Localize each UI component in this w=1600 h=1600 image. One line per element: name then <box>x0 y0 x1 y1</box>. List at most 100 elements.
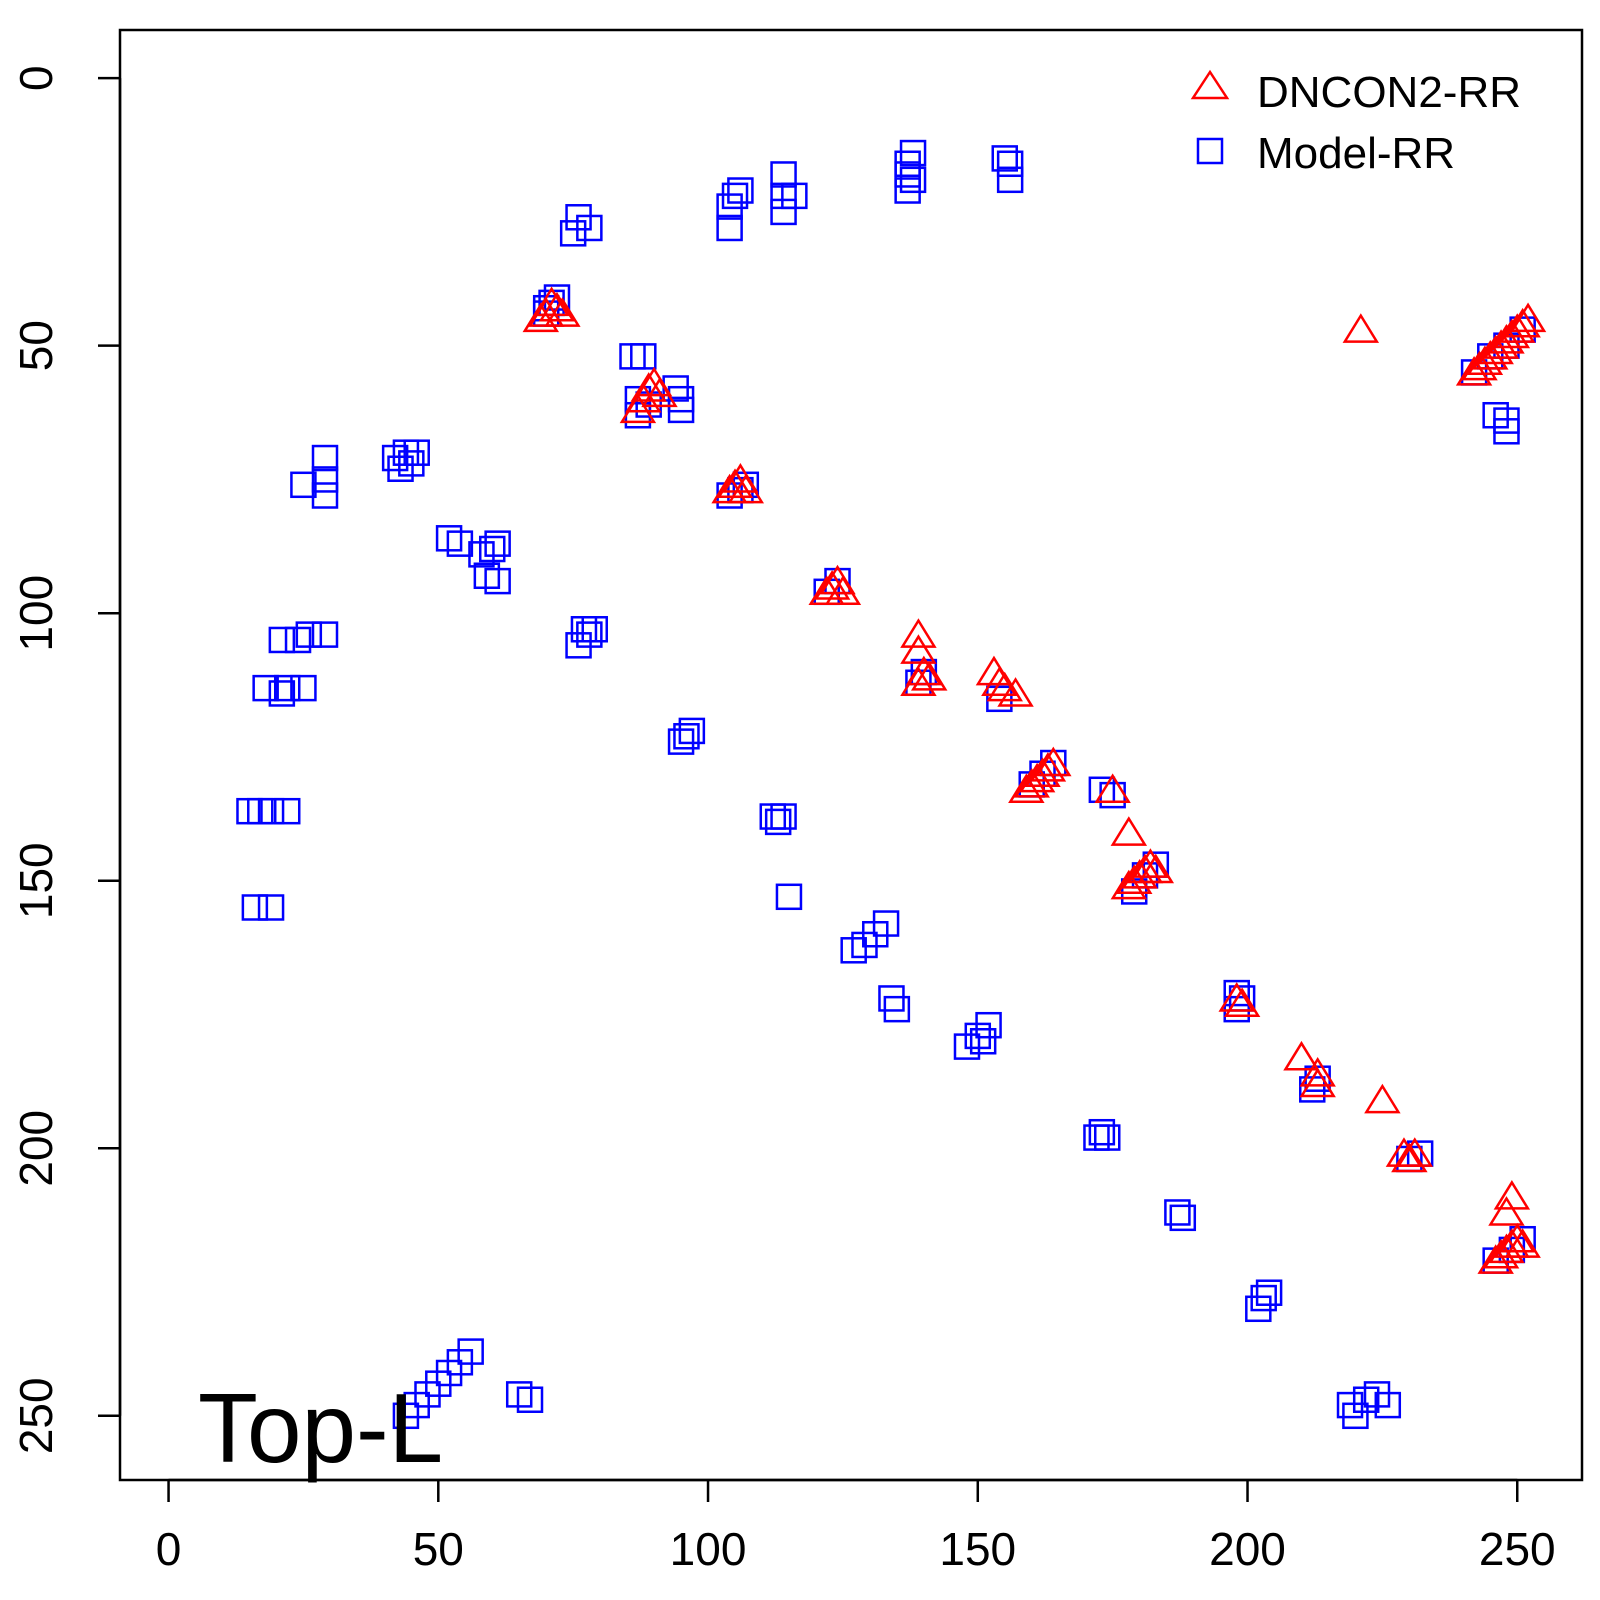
model-rr-point <box>268 680 296 707</box>
dncon2-rr-point <box>544 297 581 327</box>
dncon2-rr-point <box>1499 1222 1536 1253</box>
dncon2-rr-point <box>1477 334 1514 365</box>
model-rr-point <box>673 723 700 750</box>
model-rr-point <box>969 1028 997 1055</box>
model-rr-point <box>403 439 430 466</box>
model-rr-point <box>581 616 608 643</box>
y-tick-label: 250 <box>10 1377 62 1454</box>
model-rr-point <box>559 220 587 247</box>
dncon2-rr-point <box>1137 853 1175 884</box>
dncon2-rr-point <box>997 677 1034 707</box>
dncon2-rr-point <box>813 570 851 600</box>
model-rr-point <box>273 674 301 702</box>
model-rr-point <box>975 1011 1002 1039</box>
model-rr-point <box>311 621 339 648</box>
dncon2-rr-point <box>1504 307 1541 338</box>
model-rr-point <box>516 1386 544 1413</box>
dncon2-rr-point <box>1110 869 1148 900</box>
dncon2-rr-point <box>1493 1180 1531 1210</box>
model-rr-point <box>311 482 339 509</box>
dncon2-rr-point <box>1218 982 1255 1012</box>
model-rr-point <box>457 1338 484 1365</box>
model-rr-point <box>311 444 339 472</box>
model-rr-point <box>1223 979 1250 1007</box>
y-tick-label: 200 <box>10 1110 62 1187</box>
dncon2-rr-point <box>1493 318 1531 349</box>
x-tick-label: 250 <box>1479 1523 1556 1575</box>
model-rr-point <box>878 985 905 1012</box>
model-rr-point <box>252 674 279 702</box>
model-rr-point <box>257 894 285 921</box>
dncon2-rr-point <box>1391 1142 1428 1173</box>
dncon2-rr-point <box>1024 757 1061 787</box>
model-rr-point <box>872 910 900 937</box>
model-rr-point <box>894 177 921 204</box>
model-rr-point <box>716 214 743 242</box>
dncon2-rr-point <box>1488 1233 1525 1264</box>
y-tick-label: 100 <box>10 575 62 652</box>
model-rr-point <box>241 894 269 921</box>
model-rr-point <box>398 450 425 477</box>
dncon2-rr-point <box>1342 313 1380 343</box>
dncon2-rr-point <box>630 372 667 402</box>
model-rr-point <box>781 182 808 210</box>
model-rr-point <box>484 530 511 557</box>
model-rr-point <box>1164 1199 1191 1226</box>
dncon2-rr-point <box>716 468 754 499</box>
dncon2-rr-point <box>981 666 1018 697</box>
model-rr-point <box>1250 1284 1277 1312</box>
model-rr-point <box>727 177 754 204</box>
dncon2-rr-point <box>1477 1244 1514 1274</box>
legend-triangle-marker <box>1190 69 1230 100</box>
dncon2-rr-point <box>986 671 1023 702</box>
dncon2-rr-point <box>1499 313 1536 343</box>
model-rr-point <box>899 166 927 194</box>
model-rr-point <box>894 150 921 178</box>
dncon2-rr-point <box>1110 816 1148 846</box>
series-square <box>236 139 1536 1430</box>
model-rr-point <box>295 621 323 648</box>
legend-label-dncon2-rr: DNCON2-RR <box>1257 68 1521 117</box>
model-rr-point <box>986 685 1013 713</box>
y-axis: 0 50 100 150 200 250 <box>10 65 122 1454</box>
model-rr-point <box>484 567 511 595</box>
model-rr-point <box>667 396 695 424</box>
dncon2-rr-point <box>1482 329 1520 359</box>
x-tick-label: 0 <box>156 1523 182 1575</box>
model-rr-point <box>775 883 803 911</box>
dncon2-rr-point <box>538 291 576 322</box>
model-rr-point <box>894 161 921 188</box>
model-rr-point <box>1374 1391 1402 1419</box>
dncon2-rr-point <box>1283 1040 1320 1071</box>
model-rr-point <box>1169 1204 1197 1232</box>
dncon2-rr-point <box>1488 1196 1525 1226</box>
dncon2-rr-point <box>641 377 678 408</box>
series-triangle <box>522 286 1547 1274</box>
model-rr-point <box>446 530 474 557</box>
x-tick-label: 200 <box>1209 1523 1286 1575</box>
x-tick-label: 100 <box>670 1523 747 1575</box>
x-tick-label: 150 <box>939 1523 1016 1575</box>
model-rr-point <box>899 139 927 167</box>
dncon2-rr-point <box>824 575 862 606</box>
model-rr-point <box>1088 1118 1116 1146</box>
legend-square-marker <box>1196 137 1224 165</box>
legend-label-model-rr: Model-RR <box>1257 129 1455 178</box>
dncon2-rr-point <box>900 618 937 648</box>
legend: DNCON2-RR Model-RR <box>1190 68 1521 178</box>
y-tick-label: 50 <box>10 320 62 371</box>
dncon2-rr-point <box>1018 762 1056 793</box>
dncon2-rr-point <box>1008 773 1045 804</box>
dncon2-rr-point <box>522 302 560 333</box>
dncon2-rr-point <box>1299 1056 1336 1087</box>
dncon2-rr-point <box>1364 1083 1401 1114</box>
dncon2-rr-point <box>1488 323 1525 354</box>
dncon2-rr-point <box>727 473 765 504</box>
dncon2-rr-point <box>1094 773 1131 804</box>
dncon2-rr-point <box>1504 1228 1541 1258</box>
dncon2-rr-point <box>1466 345 1504 375</box>
dncon2-rr-point <box>1461 350 1498 381</box>
dncon2-rr-point <box>1455 356 1493 386</box>
model-rr-point <box>1094 1124 1121 1151</box>
